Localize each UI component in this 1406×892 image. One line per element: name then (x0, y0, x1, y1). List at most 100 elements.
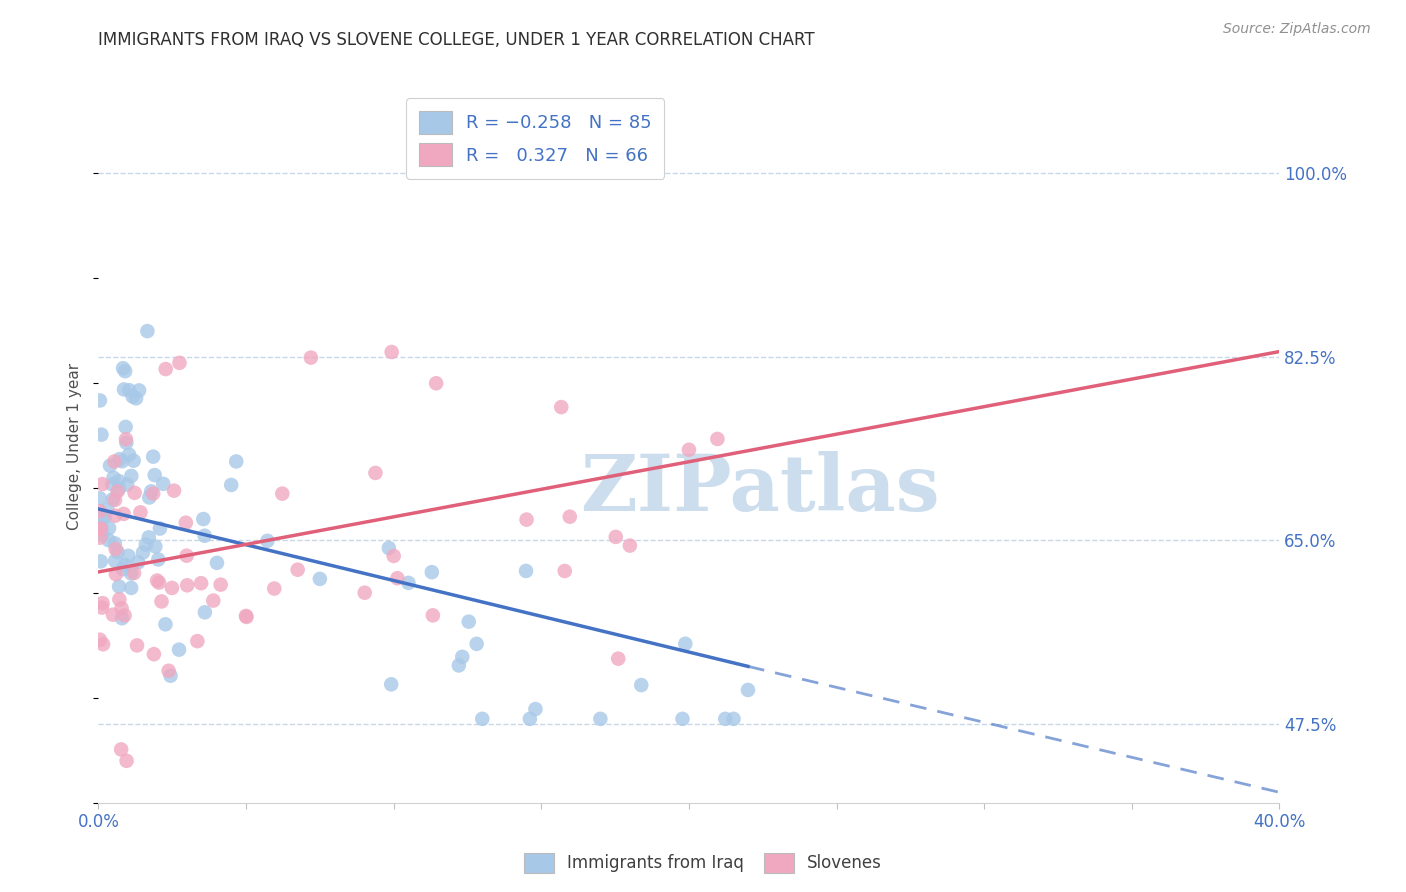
Point (91, 509, 114, 524)
Point (125, 392, 148, 406)
Point (186, 634, 208, 648)
Point (146, 574, 169, 588)
Point (115, 754, 138, 768)
Point (108, 592, 131, 607)
Point (174, 516, 197, 530)
Point (381, 345, 404, 359)
Point (678, 442, 700, 457)
Point (112, 507, 135, 521)
Point (209, 577, 232, 591)
Point (202, 593, 225, 607)
Point (142, 647, 165, 661)
Point (607, 651, 630, 665)
Point (143, 468, 166, 483)
Text: ZIPatlas: ZIPatlas (581, 450, 939, 527)
Point (104, 508, 127, 523)
Point (103, 454, 125, 468)
Point (110, 601, 132, 615)
Point (148, 575, 170, 590)
Y-axis label: College, Under 1 year: College, Under 1 year (67, 362, 83, 530)
Point (422, 608, 444, 623)
Point (256, 533, 278, 548)
Point (101, 477, 124, 491)
Point (554, 564, 576, 578)
Point (101, 607, 124, 622)
Point (90, 427, 112, 442)
Point (193, 512, 215, 526)
Point (107, 474, 129, 488)
Point (142, 450, 165, 464)
Point (111, 562, 134, 576)
Point (114, 558, 136, 572)
Point (112, 361, 135, 376)
Point (91, 600, 114, 615)
Point (114, 364, 136, 378)
Point (263, 582, 285, 596)
Legend: Immigrants from Iraq, Slovenes: Immigrants from Iraq, Slovenes (517, 847, 889, 880)
Point (91, 528, 114, 542)
Point (364, 466, 387, 480)
Point (150, 594, 173, 608)
Point (125, 639, 148, 653)
Point (235, 609, 257, 624)
Point (120, 566, 142, 581)
Point (425, 376, 447, 391)
Point (194, 605, 217, 619)
Point (89, 522, 111, 536)
Point (138, 491, 160, 505)
Text: Source: ZipAtlas.com: Source: ZipAtlas.com (1223, 22, 1371, 37)
Point (299, 351, 322, 365)
Point (155, 362, 177, 376)
Point (101, 492, 124, 507)
Point (89, 393, 111, 408)
Point (155, 617, 177, 632)
Point (515, 564, 537, 578)
Legend: R = −0.258   N = 85, R =   0.327   N = 66: R = −0.258 N = 85, R = 0.327 N = 66 (406, 98, 664, 179)
Point (89, 632, 111, 647)
Point (120, 581, 142, 595)
Point (91, 637, 114, 651)
Point (90, 554, 112, 568)
Point (723, 712, 745, 726)
Point (630, 678, 652, 692)
Point (447, 658, 470, 673)
Point (176, 549, 198, 563)
Point (271, 486, 294, 500)
Point (108, 580, 131, 594)
Point (163, 483, 186, 498)
Point (167, 642, 190, 657)
Point (141, 484, 163, 499)
Point (353, 585, 375, 599)
Point (91, 596, 114, 610)
Point (104, 542, 127, 557)
Point (380, 677, 402, 691)
Text: IMMIGRANTS FROM IRAQ VS SLOVENE COLLEGE, UNDER 1 YEAR CORRELATION CHART: IMMIGRANTS FROM IRAQ VS SLOVENE COLLEGE,… (98, 31, 815, 49)
Point (122, 566, 145, 580)
Point (107, 545, 129, 559)
Point (111, 454, 134, 468)
Point (387, 571, 409, 585)
Point (89, 504, 111, 518)
Point (205, 556, 228, 570)
Point (550, 400, 572, 414)
Point (129, 505, 152, 519)
Point (706, 432, 728, 446)
Point (122, 453, 145, 467)
Point (108, 452, 131, 467)
Point (558, 509, 581, 524)
Point (132, 545, 155, 559)
Point (104, 536, 127, 550)
Point (103, 471, 125, 485)
Point (124, 486, 146, 500)
Point (398, 575, 420, 590)
Point (118, 383, 141, 397)
Point (96, 502, 118, 516)
Point (149, 522, 172, 536)
Point (287, 563, 309, 577)
Point (136, 324, 159, 338)
Point (673, 637, 696, 651)
Point (89, 531, 111, 545)
Point (117, 549, 139, 563)
Point (91, 477, 114, 491)
Point (619, 539, 641, 553)
